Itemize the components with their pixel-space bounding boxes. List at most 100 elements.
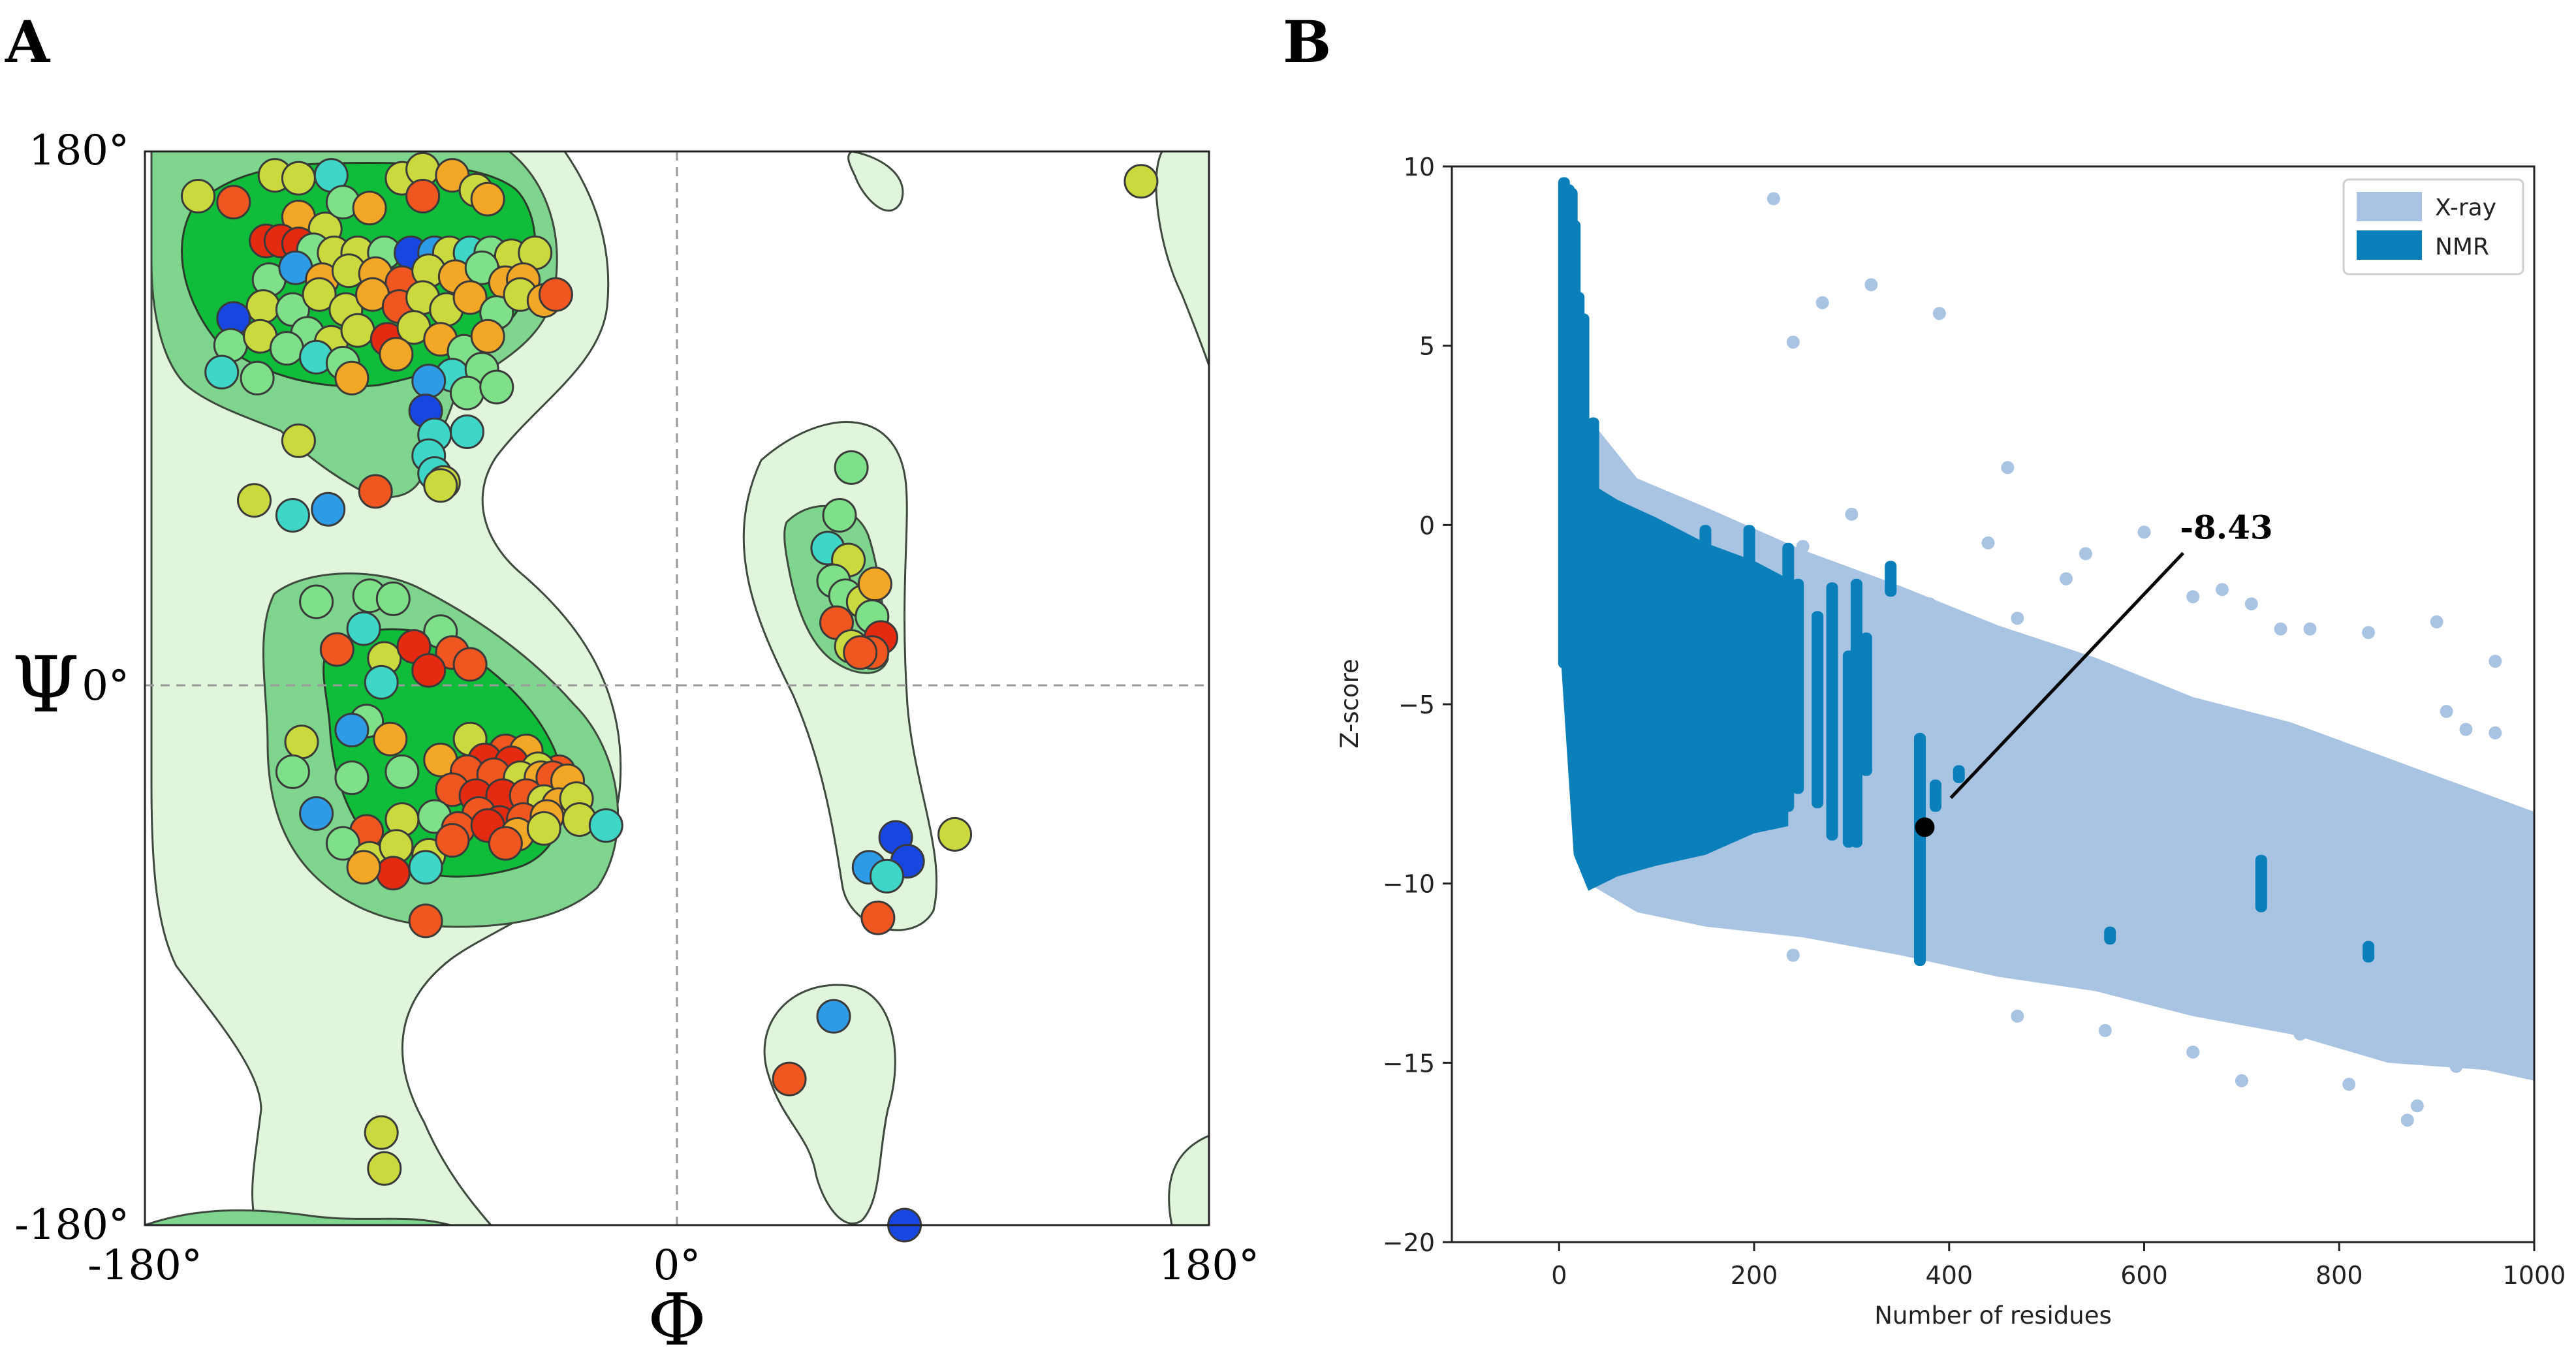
nmr-column-6 (1587, 417, 1599, 830)
xray-point-38 (2479, 1045, 2492, 1059)
xray-point-29 (2400, 1114, 2414, 1127)
xray-point-26 (2113, 924, 2127, 937)
xray-point-33 (1786, 948, 1800, 962)
nmr-column-16 (1860, 632, 1872, 776)
zscore-axis-ticks: 0 200 400 600 800 1000 10 5 0 −5 −10 −15 −20 (1383, 153, 2566, 1290)
residue-point-0-3 (281, 161, 316, 196)
residue-point-0-67 (379, 337, 414, 372)
nmr-column-18 (1914, 732, 1926, 966)
nmr-column-12 (1812, 611, 1824, 809)
y-tick-label-5: −15 (1383, 1049, 1435, 1078)
residue-point-3-7 (772, 1061, 807, 1097)
residue-point-0-0 (181, 179, 215, 213)
residue-point-0-56 (340, 313, 375, 348)
annotation-value-label: -8.43 (2180, 508, 2273, 546)
residue-point-0-74 (450, 375, 484, 411)
residue-point-0-1 (216, 185, 251, 220)
psi-axis-label: Ψ (12, 640, 79, 730)
xray-point-15 (1786, 335, 1800, 349)
x-tick-label-left: -180° (87, 1241, 202, 1290)
x-tick-label-5: 1000 (2503, 1261, 2566, 1290)
xray-point-11 (2489, 655, 2502, 668)
residue-point-1-24 (275, 754, 310, 789)
residue-point-1-10 (364, 664, 399, 700)
nmr-column-22 (2255, 854, 2267, 912)
nmr-column-20 (1953, 765, 1965, 783)
x-tick-label-right: 180° (1159, 1241, 1259, 1290)
y-tick-label-6: −20 (1383, 1228, 1435, 1257)
residue-point-0-88 (1123, 164, 1159, 199)
zscore-x-axis-label: Number of residues (1874, 1301, 2112, 1330)
xray-point-14 (2459, 723, 2473, 736)
xray-point-18 (1952, 619, 1966, 632)
xray-point-23 (2216, 583, 2229, 597)
xray-point-37 (2293, 1027, 2307, 1041)
residue-point-0-14 (470, 181, 505, 217)
residue-point-0-85 (311, 491, 346, 527)
residue-point-1-49 (588, 808, 623, 843)
nmr-column-5 (1577, 313, 1590, 812)
xray-point-19 (2011, 612, 2024, 625)
xray-point-35 (2098, 1023, 2112, 1037)
residue-point-1-11 (411, 653, 447, 688)
xray-point-25 (2186, 590, 2200, 604)
phi-axis-label: Φ (648, 1278, 706, 1355)
plot-a-frame (144, 150, 1210, 1226)
xray-point-30 (2410, 1099, 2424, 1113)
residue-point-0-52 (538, 277, 573, 312)
residue-point-1-62 (526, 811, 561, 846)
nmr-column-19 (1929, 779, 1941, 812)
residue-point-0-61 (470, 319, 505, 354)
panel-a-label: A (5, 8, 51, 76)
xray-point-36 (2186, 1045, 2200, 1059)
y-tick-label-4: −10 (1383, 870, 1435, 899)
xray-point-cloud (1559, 220, 2534, 1081)
y-tick-label-2: 0 (1419, 511, 1435, 540)
xray-point-27 (2235, 1074, 2248, 1087)
nmr-column-13 (1826, 582, 1838, 841)
residue-point-0-71 (240, 360, 275, 396)
residue-point-0-72 (334, 360, 369, 396)
xray-point-13 (2440, 705, 2453, 718)
panel-b-label: B (1283, 8, 1331, 76)
residue-point-1-50 (325, 826, 360, 861)
xray-point-34 (2011, 1009, 2024, 1023)
xray-point-5 (2060, 572, 2073, 585)
residue-point-0-75 (479, 369, 514, 405)
y-tick-label-mid: 0° (82, 662, 129, 710)
x-tick-label-4: 800 (2316, 1261, 2363, 1290)
residue-point-0-70 (204, 354, 240, 390)
residue-point-0-78 (450, 414, 484, 449)
allowed-region-lower-middle (763, 984, 896, 1225)
residue-point-2-13 (843, 635, 878, 670)
residue-point-1-2 (375, 581, 411, 616)
residue-point-0-42 (302, 277, 337, 312)
residue-point-1-0 (299, 584, 334, 619)
xray-point-4 (1981, 536, 1995, 550)
highlighted-structure-point (1915, 817, 1935, 837)
residue-point-2-7 (857, 567, 892, 602)
residue-point-0-87 (423, 468, 458, 503)
nmr-columns (1558, 177, 2375, 966)
xray-point-3 (2001, 461, 2015, 475)
residue-point-2-0 (834, 450, 869, 485)
residue-point-1-59 (346, 850, 381, 885)
xray-point-12 (2489, 726, 2502, 740)
residue-point-3-2 (937, 817, 973, 852)
xray-point-17 (1864, 278, 1878, 292)
residue-point-1-3 (346, 611, 381, 646)
residue-point-1-63 (488, 826, 523, 861)
residue-point-2-1 (822, 498, 857, 533)
residue-point-0-8 (352, 191, 387, 226)
x-tick-label-3: 600 (2120, 1261, 2168, 1290)
xray-point-9 (2362, 626, 2376, 640)
nmr-column-8 (1699, 525, 1712, 812)
allowed-region-top-middle (847, 151, 904, 212)
residue-point-1-60 (408, 850, 443, 885)
x-tick-label-mid: 0° (653, 1241, 701, 1290)
residue-point-1-25 (385, 754, 420, 789)
xray-point-32 (2513, 995, 2526, 1008)
xray-point-24 (2303, 622, 2317, 636)
residue-point-3-4 (870, 858, 904, 894)
